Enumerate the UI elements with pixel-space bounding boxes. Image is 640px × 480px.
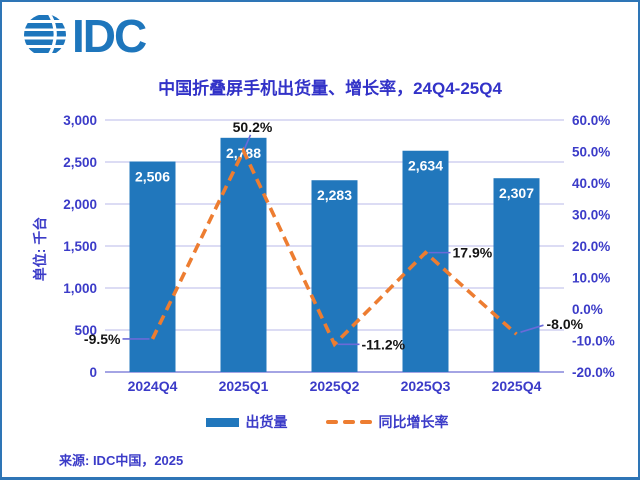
right-axis-tick-label: 30.0% <box>572 208 610 223</box>
left-axis-tick-label: 0 <box>89 365 97 380</box>
label-leader-line <box>243 134 252 150</box>
growth-point-label: 50.2% <box>233 119 273 135</box>
globe-icon <box>24 14 66 56</box>
right-axis-tick-label: -10.0% <box>572 334 615 349</box>
x-axis-category-label: 2025Q1 <box>219 378 269 394</box>
growth-legend-label: 同比增长率 <box>378 414 449 430</box>
growth-point-label: 17.9% <box>453 245 493 261</box>
right-axis-tick-label: 60.0% <box>572 113 610 128</box>
shipment-bar <box>220 137 267 372</box>
right-axis-tick-label: 40.0% <box>572 176 610 191</box>
bar-value-label: 2,506 <box>135 168 170 184</box>
shipment-bar <box>493 178 540 372</box>
bar-value-label: 2,283 <box>317 187 352 203</box>
left-axis-tick-label: 1,500 <box>63 239 97 254</box>
bar-value-label: 2,307 <box>499 185 534 201</box>
right-axis-tick-label: 0.0% <box>572 302 603 317</box>
x-axis-category-label: 2025Q4 <box>492 378 542 394</box>
x-axis-category-label: 2025Q3 <box>401 378 451 394</box>
bar-value-label: 2,634 <box>408 158 443 174</box>
growth-legend-dash-icon <box>325 419 372 425</box>
shipments-legend-label: 出货量 <box>245 414 288 430</box>
left-axis-tick-label: 1,000 <box>63 281 97 296</box>
x-axis-category-label: 2025Q2 <box>310 378 360 394</box>
chart-title: 中国折叠屏手机出货量、增长率，24Q4-25Q4 <box>158 79 502 98</box>
right-axis-tick-label: 20.0% <box>572 239 610 254</box>
growth-point-label: -11.2% <box>362 336 406 352</box>
growth-point-label: -9.5% <box>84 331 121 347</box>
source-note: 来源: IDC中国，2025 <box>59 453 184 468</box>
chart-legend: 出货量 同比增长率 <box>2 412 638 432</box>
growth-trend-line <box>150 146 518 348</box>
growth-legend-dash <box>325 419 338 425</box>
growth-legend-dash <box>342 419 355 425</box>
growth-legend-dash <box>359 419 372 425</box>
left-axis-tick-label: 3,000 <box>63 113 97 128</box>
logo-text: IDC <box>72 10 146 58</box>
shipments-legend-swatch <box>205 417 239 427</box>
right-axis-tick-label: -20.0% <box>572 365 615 380</box>
shipment-bar <box>402 150 449 372</box>
shipment-bar <box>129 161 176 372</box>
left-axis-tick-label: 500 <box>74 323 97 338</box>
left-axis-tick-label: 2,500 <box>63 155 97 170</box>
shipment-bar <box>311 180 358 372</box>
growth-point-label: -8.0% <box>547 316 584 332</box>
x-axis-category-label: 2024Q4 <box>128 378 178 394</box>
right-axis-tick-label: 50.0% <box>572 145 610 160</box>
right-axis-tick-label: 10.0% <box>572 271 610 286</box>
left-axis-tick-label: 2,000 <box>63 197 97 212</box>
label-leader-line <box>520 324 544 333</box>
idc-logo: IDC <box>24 10 148 58</box>
